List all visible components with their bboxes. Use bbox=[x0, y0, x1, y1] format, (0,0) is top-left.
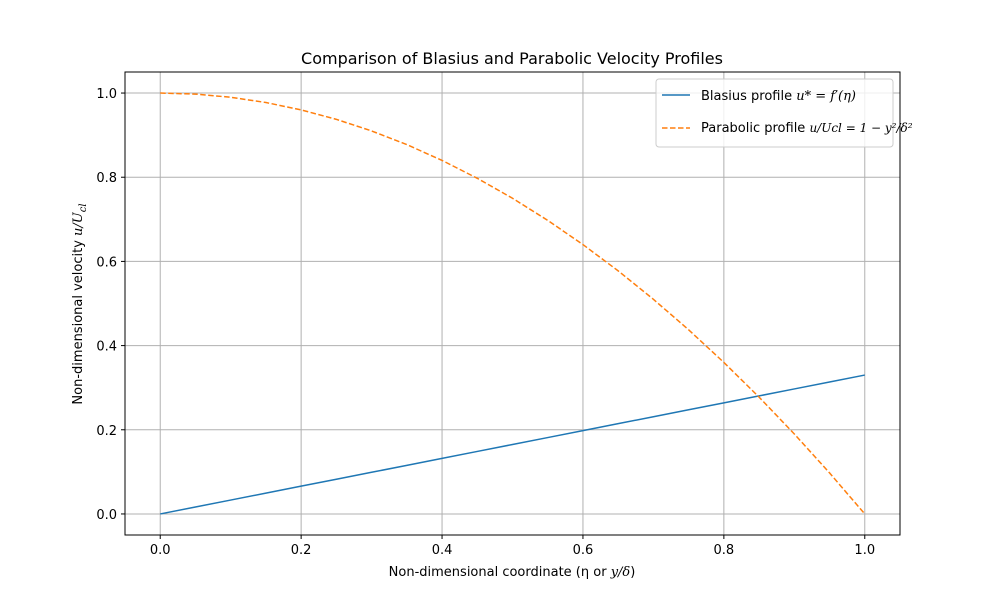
legend-label-blasius-formula: u* = f′(η) bbox=[796, 89, 856, 104]
x-tick-label: 0.6 bbox=[573, 543, 594, 558]
series-layer bbox=[160, 92, 866, 515]
x-tick-label: 0.4 bbox=[432, 543, 453, 558]
y-tick-label: 0.4 bbox=[96, 340, 117, 355]
series-line-blasius bbox=[160, 374, 865, 515]
x-tick-label: 1.0 bbox=[854, 543, 875, 558]
y-axis-label-subscript: cl bbox=[78, 203, 89, 212]
series-line-parabolic bbox=[160, 92, 866, 515]
x-axis-label-variable: y/δ bbox=[610, 565, 631, 580]
y-axis-label: Non-dimensional velocity u/Ucl bbox=[71, 203, 89, 404]
y-tick-label: 0.6 bbox=[96, 255, 117, 270]
legend-label-parabolic-prefix: Parabolic profile bbox=[701, 121, 809, 136]
x-axis-label: Non-dimensional coordinate (η or y/δ) bbox=[389, 565, 636, 580]
y-axis-label-variable: u/U bbox=[71, 211, 86, 236]
x-tick-label: 0.8 bbox=[714, 543, 735, 558]
y-axis-label-prefix: Non-dimensional velocity bbox=[71, 236, 86, 405]
y-tick-label: 0.0 bbox=[96, 508, 117, 523]
legend-label-parabolic: Parabolic profile u/Ucl = 1 − y²/δ² bbox=[701, 121, 913, 136]
x-axis-label-suffix: ) bbox=[630, 565, 635, 580]
x-axis-ticks: 0.0 0.2 0.4 0.6 0.8 1.0 bbox=[150, 535, 875, 558]
y-axis-ticks: 0.0 0.2 0.4 0.6 0.8 1.0 bbox=[96, 87, 125, 523]
x-tick-label: 0.2 bbox=[291, 543, 312, 558]
y-tick-label: 1.0 bbox=[96, 87, 117, 102]
x-tick-label: 0.0 bbox=[150, 543, 171, 558]
legend-label-blasius: Blasius profile u* = f′(η) bbox=[701, 89, 856, 104]
y-tick-label: 0.8 bbox=[96, 171, 117, 186]
grid bbox=[125, 72, 900, 535]
legend: Blasius profile u* = f′(η) Parabolic pro… bbox=[655, 78, 913, 148]
y-tick-label: 0.2 bbox=[96, 424, 117, 439]
chart-title: Comparison of Blasius and Parabolic Velo… bbox=[301, 49, 723, 68]
legend-box bbox=[655, 78, 894, 148]
legend-label-parabolic-formula: u/Ucl = 1 − y²/δ² bbox=[809, 121, 912, 135]
plot-frame bbox=[124, 71, 901, 536]
x-axis-label-prefix: Non-dimensional coordinate (η or bbox=[389, 565, 611, 580]
legend-label-blasius-prefix: Blasius profile bbox=[701, 89, 796, 104]
